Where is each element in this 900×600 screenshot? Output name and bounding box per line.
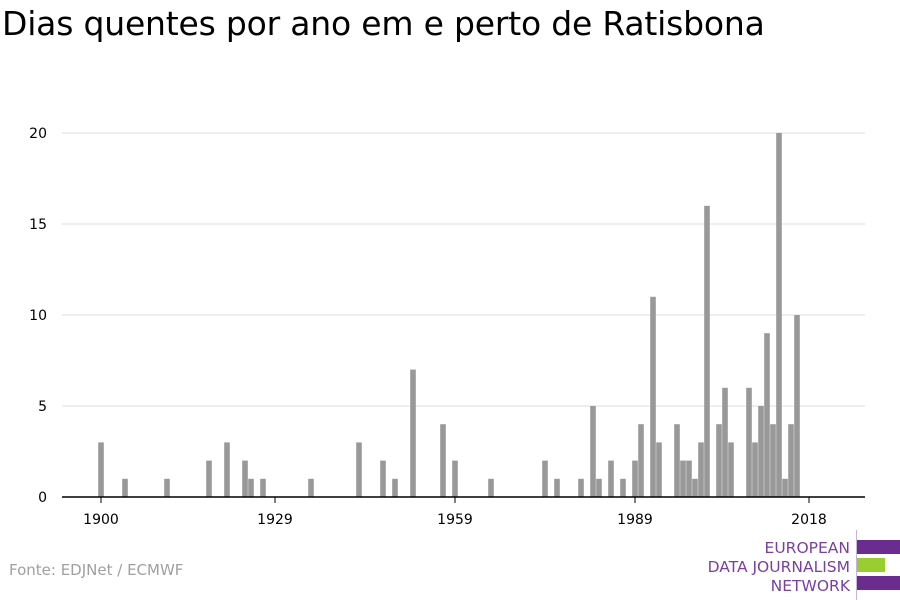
bar-1997 [680,460,686,497]
bar-1949 [392,478,398,497]
x-tick-label-1929: 1929 [257,512,293,528]
bar-1993 [656,442,662,497]
logo-bar-purple-bottom [857,576,900,590]
bar-1974 [542,460,548,497]
bar-1900 [98,442,104,497]
bar-2012 [770,424,776,497]
bar-1904 [122,478,128,497]
chart-title: Dias quentes por ano em e perto de Ratis… [2,4,765,43]
axes [62,496,865,503]
y-tick-label-15: 15 [29,217,47,233]
bar-1999 [692,478,698,497]
logo-separator [856,530,857,600]
bar-2000 [698,442,704,497]
bar-1921 [224,442,230,497]
bar-2005 [728,442,734,497]
y-tick-label-0: 0 [38,490,47,506]
bar-1925 [248,478,254,497]
x-tick-label-2018: 2018 [791,512,827,528]
bar-1911 [164,478,170,497]
bar-2001 [704,205,710,498]
bar-2013 [776,133,782,497]
edjnet-logo: EUROPEAN DATA JOURNALISM NETWORK [700,530,900,600]
x-tick-labels: 1900 1929 1959 1989 2018 [83,512,827,528]
bar-2011 [764,333,770,497]
bar-chart: 0 5 10 15 20 1900 1929 1959 1989 2018 [29,126,865,528]
bar-2003 [716,424,722,497]
bar-1935 [308,478,314,497]
bar-1987 [620,478,626,497]
bars [98,133,800,498]
x-tick-label-1959: 1959 [437,512,473,528]
logo-bar-purple-top [857,540,900,554]
bar-1992 [650,296,656,497]
logo-line-1: EUROPEAN [764,539,850,557]
bar-1947 [380,460,386,497]
bar-1924 [242,460,248,497]
y-tick-label-20: 20 [29,126,47,142]
bar-2015 [788,424,794,497]
bar-1927 [260,478,266,497]
bar-1980 [578,478,584,497]
logo-line-3: NETWORK [770,577,850,595]
bar-1959 [452,460,458,497]
bar-1976 [554,478,560,497]
bar-2016 [794,315,800,497]
bar-1965 [488,478,494,497]
bar-1957 [440,424,446,497]
bar-1983 [596,478,602,497]
bar-1982 [590,406,596,497]
bar-1989 [632,460,638,497]
bar-1985 [608,460,614,497]
bar-2008 [746,387,752,497]
bar-2009 [752,442,758,497]
bar-2010 [758,406,764,497]
x-tick-label-1989: 1989 [617,512,653,528]
y-tick-labels: 0 5 10 15 20 [29,126,47,506]
bar-1952 [410,369,416,497]
bar-1943 [356,442,362,497]
bar-2004 [722,387,728,497]
x-tick-label-1900: 1900 [83,512,119,528]
grid-lines [62,132,865,407]
y-tick-label-10: 10 [29,308,47,324]
y-tick-label-5: 5 [38,399,47,415]
logo-line-2: DATA JOURNALISM [707,558,850,576]
bar-1990 [638,424,644,497]
source-note: Fonte: EDJNet / ECMWF [9,561,184,579]
bar-2014 [782,478,788,497]
bar-1996 [674,424,680,497]
logo-bar-green [857,558,885,572]
bar-1918 [206,460,212,497]
bar-1998 [686,460,692,497]
